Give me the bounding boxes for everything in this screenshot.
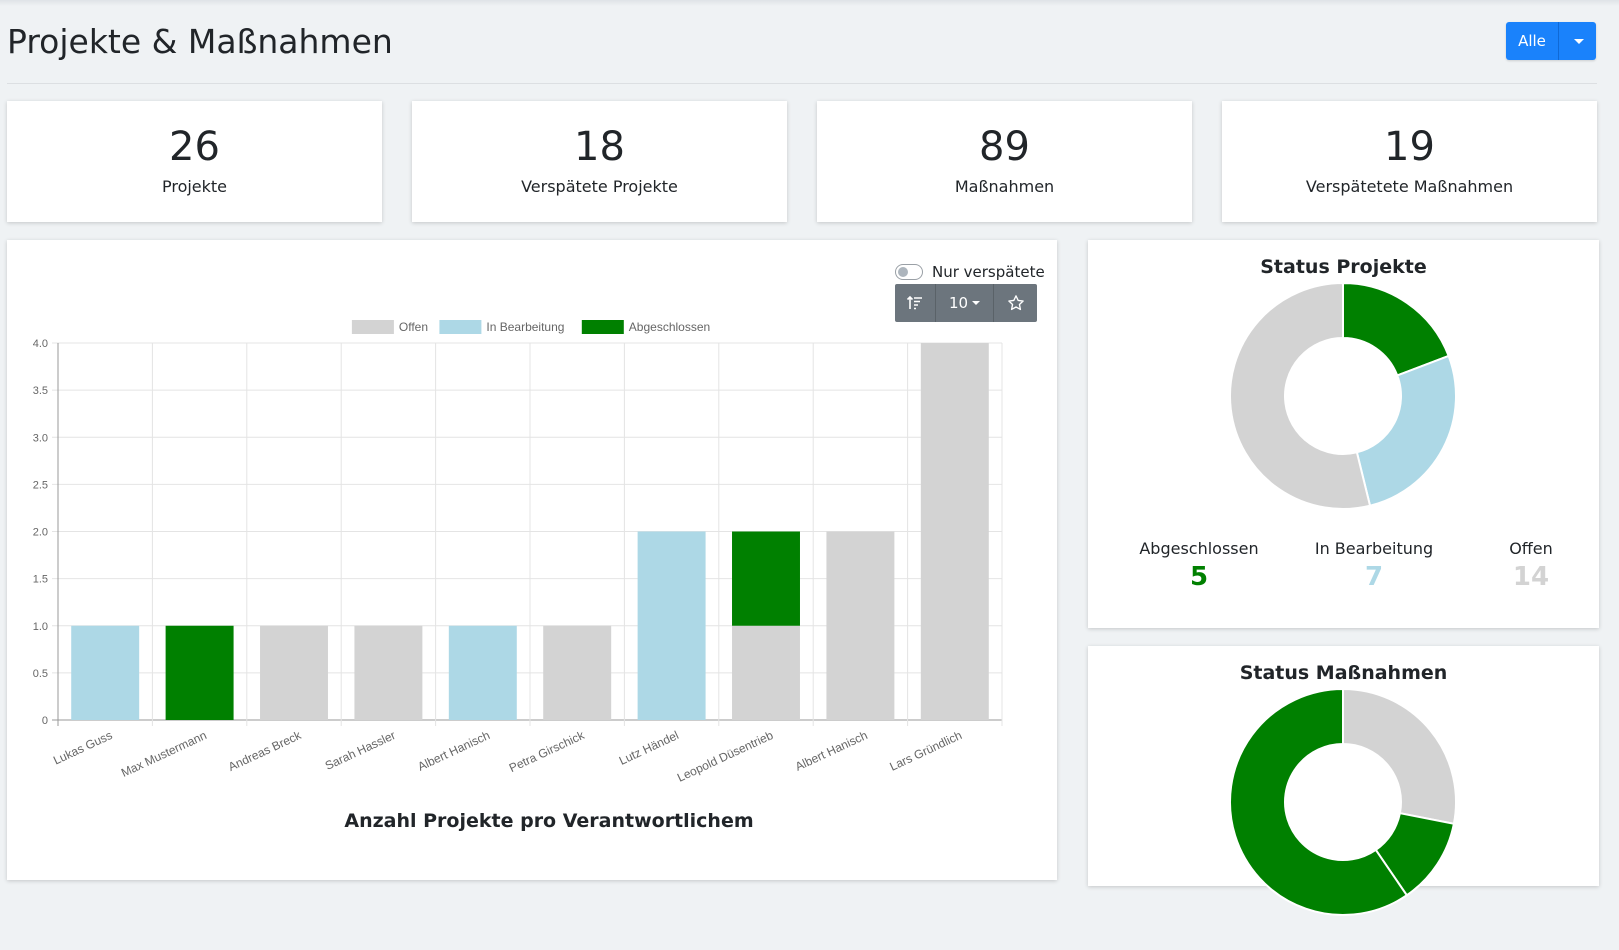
stat-label: Verspätete Projekte [521,177,678,196]
late-only-toggle[interactable] [895,264,923,280]
y-tick-label: 0 [42,715,48,727]
stat-label: Projekte [161,177,228,196]
chart-toolbar: 10 [895,284,1037,322]
legend-in-bearbeitung: In Bearbeitung 7 [1294,539,1454,592]
projects-per-owner-chart: Offen In Bearbeitung Abgeschlossen Lukas G… [33,320,1003,832]
status-projekte-donut [1229,284,1457,510]
y-tick-label: 3.5 [33,385,48,397]
stat-value: 26 [169,124,220,170]
x-tick-label: Max Mustermann [119,728,209,780]
donut-slice [1229,284,1372,510]
donut-slice [1355,354,1457,507]
legend-label: In Bearbeitung [1314,539,1434,558]
late-only-label: Nur verspätete [932,263,1045,281]
page-size-value: 10 [948,294,969,312]
bar-segment [448,625,517,720]
y-tick-label: 4.0 [33,338,48,350]
donut-slice [1342,690,1457,825]
chart-card: Nur verspätete 10 Offen In Bearbeitung Abg… [7,240,1057,880]
bar-segment [71,625,140,720]
favorite-button[interactable] [994,284,1037,322]
legend-label: Abgeschlossen [629,320,710,334]
stat-card-massnahmen: 89 Maßnahmen [817,101,1192,222]
sort-button[interactable] [895,284,936,322]
status-massnahmen-title: Status Maßnahmen [1239,662,1448,684]
legend-label: Abgeschlossen [1139,539,1259,558]
legend-offen: Offen 14 [1451,539,1611,592]
stat-value: 19 [1384,124,1435,170]
status-projekte-title: Status Projekte [1260,256,1427,278]
bar-segment [920,343,989,720]
legend-label: Offen [399,320,428,334]
legend-swatch [439,320,482,334]
sort-icon [906,295,922,310]
y-tick-label: 1.0 [33,621,48,633]
stat-card-projekte: 26 Projekte [7,101,382,222]
bar-segment [637,531,706,720]
legend-value: 5 [1189,562,1209,592]
legend-value: 7 [1364,562,1384,592]
x-tick-label: Sarah Hassler [323,728,398,773]
status-massnahmen-donut [1229,690,1457,916]
legend-abgeschlossen: Abgeschlossen 5 [1119,539,1279,592]
y-tick-label: 0.5 [33,668,48,680]
divider [7,83,1597,84]
status-massnahmen-card: Status Maßnahmen [1088,646,1599,916]
stat-card-verspaetete-projekte: 18 Verspätete Projekte [412,101,787,222]
stat-card-verspaetete-massnahmen: 19 Verspätetete Maßnahmen [1222,101,1597,222]
legend-label: Offen [1509,539,1553,558]
legend-value: 14 [1512,562,1550,592]
x-tick-label: Albert Hanisch [793,728,870,774]
x-tick-label: Andreas Breck [226,728,304,774]
bar-segment [165,625,234,720]
bar-segment [260,625,328,720]
bar-segment [543,625,612,720]
legend-swatch [581,320,624,334]
legend-swatch [351,320,394,334]
y-tick-label: 3.0 [33,432,48,444]
late-only-toggle-row: Nur verspätete [895,263,1045,281]
filter-button[interactable]: Alle [1506,22,1558,60]
legend-label: In Bearbeitung [486,320,564,334]
y-tick-label: 2.5 [33,479,48,491]
page-title: Projekte & Maßnahmen [7,22,393,61]
star-icon [1007,295,1024,311]
y-tick-label: 2.0 [33,527,48,539]
stat-label: Verspätetete Maßnahmen [1305,177,1514,196]
x-tick-label: Albert Hanisch [415,728,492,774]
top-shadow [0,0,1619,6]
bar-segment [732,531,800,626]
page-size-dropdown[interactable]: 10 [936,284,994,322]
x-tick-label: Petra Girschick [507,728,588,775]
bar-segment [732,625,800,720]
stat-value: 18 [574,124,625,170]
x-tick-label: Lutz Händel [617,728,681,768]
x-tick-label: Leopold Düsentrieb [675,728,776,785]
filter-toggle-button[interactable] [1558,22,1596,60]
filter-dropdown[interactable]: Alle [1506,22,1596,60]
chart-title: Anzahl Projekte pro Verantwortlichem [344,810,753,832]
caret-down-icon [972,301,981,305]
bar-segment [826,531,895,720]
bar-segment [354,625,423,720]
status-projekte-card: Status Projekte Abgeschlossen 5 In Bearb… [1088,240,1599,628]
stat-value: 89 [979,124,1030,170]
x-tick-label: Lukas Guss [51,728,114,767]
stat-label: Maßnahmen [954,177,1055,196]
y-tick-label: 1.5 [33,574,48,586]
x-tick-label: Lars Gründlich [887,728,964,774]
